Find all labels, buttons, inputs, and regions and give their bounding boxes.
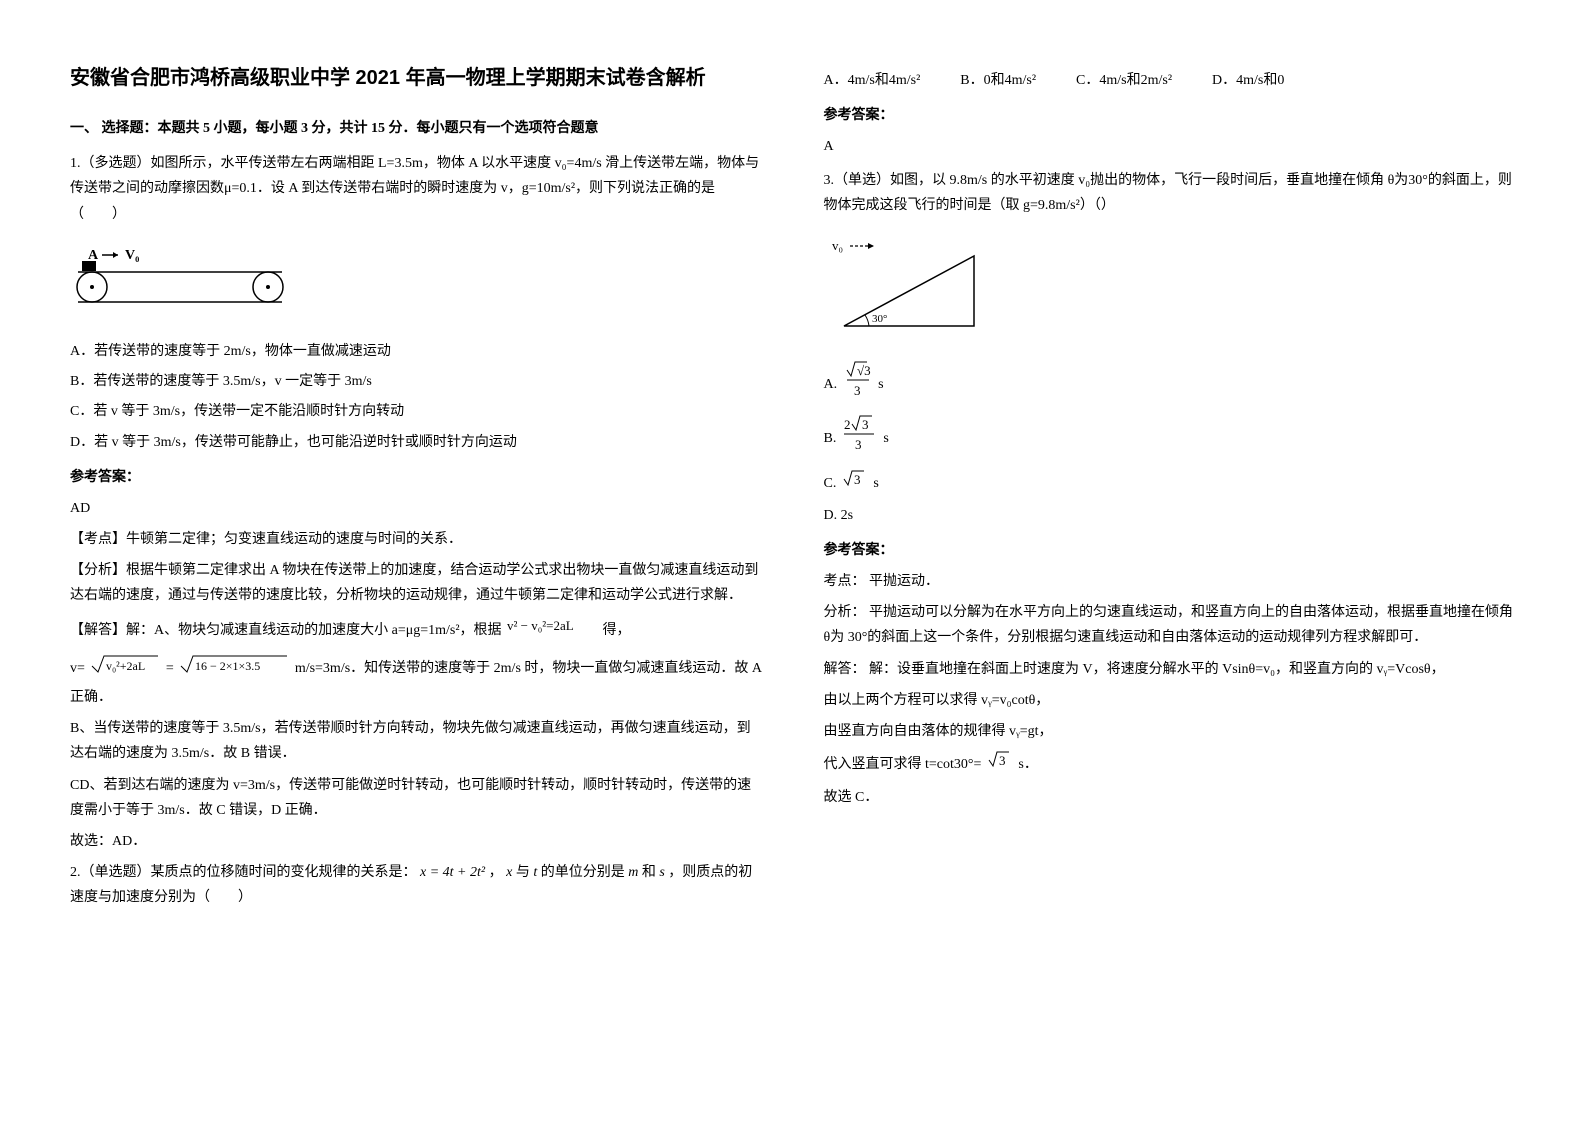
- incline-angle: 30°: [872, 313, 887, 325]
- q3-jieda1: 解答： 解：设垂直地撞在斜面上时速度为 V，将速度分解水平的 Vsinθ=v₀，…: [824, 657, 1518, 682]
- svg-text:16 − 2×1×3.5: 16 − 2×1×3.5: [195, 659, 260, 673]
- q3-kaodian: 考点： 平抛运动．: [824, 569, 1518, 594]
- q2-formula: x = 4t + 2t²: [420, 865, 485, 880]
- q3-opta-frac: √3 3: [843, 360, 873, 409]
- q3-stem: 3.（单选）如图，以 9.8m/s 的水平初速度 v₀抛出的物体，飞行一段时间后…: [824, 168, 1518, 218]
- q3-optc-suf: s: [873, 475, 878, 490]
- svg-text:3: 3: [999, 753, 1006, 768]
- q1-explain-v: v= v₀²+2aL = 16 − 2×1×3.5 m/s=3m/s．知传送带的…: [70, 652, 764, 710]
- q3-opt-c: C. 3 s: [824, 469, 1518, 498]
- svg-text:3: 3: [855, 437, 862, 452]
- q2-opt-d: D．4m/s和0: [1212, 68, 1284, 93]
- q1-sqrt-2: 16 − 2×1×3.5: [179, 652, 289, 685]
- svg-text:2: 2: [844, 417, 851, 432]
- q1-explain-a-post: 得，: [603, 622, 631, 637]
- belt-label-a: A: [88, 248, 99, 263]
- q3-optb-suf: s: [883, 431, 888, 446]
- q2-opt-b: B．0和4m/s²: [960, 68, 1036, 93]
- q3-opt-b: B. 2 3 3 s: [824, 414, 1518, 463]
- q3-opt-a: A. √3 3 s: [824, 360, 1518, 409]
- doc-title: 安徽省合肥市鸿桥高级职业中学 2021 年高一物理上学期期末试卷含解析: [70, 60, 764, 96]
- q1-opt-c: C．若 v 等于 3m/s，传送带一定不能沿顺时针方向转动: [70, 399, 764, 424]
- q2-t: t: [533, 865, 537, 880]
- q2-stem-pre: 2.（单选题）某质点的位移随时间的变化规律的关系是：: [70, 865, 417, 880]
- q3-optc-pre: C.: [824, 475, 837, 490]
- q3-jieda4-pre: 代入竖直可求得 t=cot30°=: [824, 757, 982, 772]
- q3-answer-label: 参考答案：: [824, 538, 1518, 563]
- q3-optb-frac: 2 3 3: [842, 414, 878, 463]
- q3-opt-d: D. 2s: [824, 503, 1518, 528]
- q2-s: s: [659, 865, 664, 880]
- svg-text:3: 3: [854, 472, 861, 487]
- left-column: 安徽省合肥市鸿桥高级职业中学 2021 年高一物理上学期期末试卷含解析 一、 选…: [70, 60, 764, 1062]
- q1-explain-pick: 故选：AD．: [70, 829, 764, 854]
- q1-opt-a: A．若传送带的速度等于 2m/s，物体一直做减速运动: [70, 339, 764, 364]
- q2-choices: A．4m/s和4m/s² B．0和4m/s² C．4m/s和2m/s² D．4m…: [824, 68, 1518, 93]
- q2-stem-post: 的单位分别是: [541, 865, 625, 880]
- q1-explain-a: 【解答】解：A、物块匀减速直线运动的加速度大小 a=μg=1m/s²，根据 v²…: [70, 615, 764, 646]
- svg-text:√3: √3: [857, 363, 871, 378]
- q3-optc-sqrt: 3: [842, 469, 868, 498]
- q2-opt-a: A．4m/s和4m/s²: [824, 68, 921, 93]
- q3-pick: 故选 C．: [824, 785, 1518, 810]
- svg-text:v² − v₀²=2aL: v² − v₀²=2aL: [507, 618, 574, 633]
- q3-jieda3: 由竖直方向自由落体的规律得 vᵧ=gt，: [824, 719, 1518, 744]
- incline-diagram: v₀ 30°: [824, 236, 984, 336]
- q2-stem-mid: ，: [489, 865, 503, 880]
- q1-v-eq: v=: [70, 661, 85, 676]
- q1-kinematic-formula: v² − v₀²=2aL: [507, 615, 597, 646]
- q3-fenxi: 分析： 平抛运动可以分解为在水平方向上的匀速直线运动，和竖直方向上的自由落体运动…: [824, 600, 1518, 650]
- q1-v-rest: m/s=3m/s．知传送带的速度等于 2m/s 时，物块一直做匀减速直线运动．故…: [70, 661, 761, 705]
- q1-fenxi: 【分析】根据牛顿第二定律求出 A 物块在传送带上的加速度，结合运动学公式求出物块…: [70, 558, 764, 608]
- belt-diagram: A V₀: [70, 245, 290, 315]
- q1-sqrt-1: v₀²+2aL: [90, 652, 160, 685]
- q2-stem: 2.（单选题）某质点的位移随时间的变化规律的关系是： x = 4t + 2t² …: [70, 860, 764, 910]
- q1-explain-a-pre: 【解答】解：A、物块匀减速直线运动的加速度大小 a=μg=1m/s²，根据: [70, 622, 502, 637]
- q2-yu: 与: [516, 865, 530, 880]
- right-column: A．4m/s和4m/s² B．0和4m/s² C．4m/s和2m/s² D．4m…: [824, 60, 1518, 1062]
- q3-jieda4: 代入竖直可求得 t=cot30°= 3 s．: [824, 750, 1518, 779]
- q1-answer: AD: [70, 496, 764, 521]
- section-heading: 一、 选择题：本题共 5 小题，每小题 3 分，共计 15 分．每小题只有一个选…: [70, 116, 764, 141]
- q3-jieda4-sqrt: 3: [987, 750, 1013, 779]
- q2-answer-label: 参考答案：: [824, 103, 1518, 128]
- q2-answer: A: [824, 134, 1518, 159]
- q1-explain-b: B、当传送带的速度等于 3.5m/s，若传送带顺时针方向转动，物块先做匀减速直线…: [70, 716, 764, 766]
- q2-opt-c: C．4m/s和2m/s²: [1076, 68, 1172, 93]
- q2-x: x: [506, 865, 512, 880]
- q1-kaodian: 【考点】牛顿第二定律；匀变速直线运动的速度与时间的关系．: [70, 527, 764, 552]
- q3-opta-pre: A.: [824, 377, 838, 392]
- q3-optb-pre: B.: [824, 431, 837, 446]
- svg-text:3: 3: [854, 383, 861, 398]
- q3-jieda2: 由以上两个方程可以求得 vᵧ=v₀cotθ，: [824, 688, 1518, 713]
- q1-explain-cd: CD、若到达右端的速度为 v=3m/s，传送带可能做逆时针转动，也可能顺时针转动…: [70, 773, 764, 823]
- incline-v0: v₀: [832, 238, 843, 253]
- q1-stem: 1.（多选题）如图所示，水平传送带左右两端相距 L=3.5m，物体 A 以水平速…: [70, 151, 764, 227]
- q3-opta-suf: s: [878, 377, 883, 392]
- svg-text:v₀²+2aL: v₀²+2aL: [106, 659, 145, 673]
- q1-opt-b: B．若传送带的速度等于 3.5m/s，v 一定等于 3m/s: [70, 369, 764, 394]
- q3-jieda4-suf: s．: [1018, 757, 1037, 772]
- q2-m: m: [628, 865, 638, 880]
- q1-answer-label: 参考答案：: [70, 465, 764, 490]
- svg-text:3: 3: [862, 417, 869, 432]
- q2-and: 和: [642, 865, 656, 880]
- q1-opt-d: D．若 v 等于 3m/s，传送带可能静止，也可能沿逆时针或顺时针方向运动: [70, 430, 764, 455]
- belt-label-v0: V₀: [125, 248, 139, 263]
